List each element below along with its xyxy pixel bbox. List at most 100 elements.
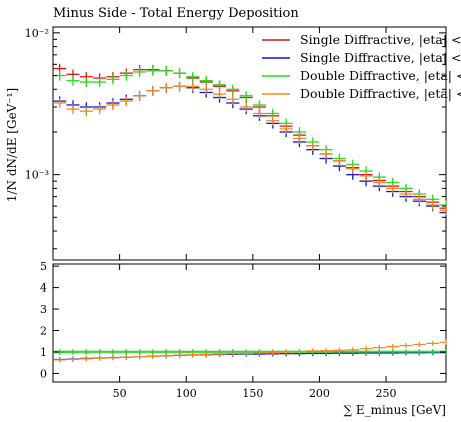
- x-axis-label: ∑ E_minus [GeV]: [343, 403, 446, 417]
- series-4-ratio-point: [106, 355, 120, 361]
- series-2-point: [439, 207, 447, 218]
- series-4-ratio-point: [292, 348, 307, 355]
- series-3-ratio-point: [93, 349, 107, 355]
- series-4-point: [332, 156, 346, 167]
- x-tick-label: 50: [113, 387, 127, 400]
- series-4-point: [173, 81, 187, 92]
- series-4-ratio-point: [93, 355, 107, 361]
- series-4-point: [66, 104, 80, 115]
- legend-label: Single Diffractive, |eta| < 5: [300, 50, 461, 65]
- series-4-ratio-point: [266, 350, 280, 356]
- series-4-point: [199, 84, 213, 95]
- series-3-point: [106, 74, 120, 85]
- series-4-ratio-point: [372, 345, 386, 351]
- series-4-ratio-point: [252, 350, 267, 356]
- chart-title: Minus Side - Total Energy Deposition: [53, 6, 299, 21]
- ratio-plot-marks: [53, 339, 447, 363]
- series-4-ratio-point: [159, 353, 173, 359]
- series-3-point: [239, 91, 253, 101]
- series-3-ratio-point: [66, 349, 80, 355]
- series-4-ratio-point: [146, 353, 160, 360]
- main-plot-marks: [53, 63, 447, 218]
- series-4-ratio-point: [133, 354, 147, 360]
- series-4-point: [133, 91, 147, 101]
- series-4-point: [426, 200, 440, 211]
- ratio-y-tick-label: 3: [40, 303, 47, 316]
- series-4-point: [226, 94, 240, 105]
- series-4-ratio-point: [426, 340, 440, 346]
- series-4-point: [106, 100, 120, 111]
- series-4-point: [186, 81, 200, 92]
- series-3-point: [226, 84, 240, 95]
- series-3-ratio-point: [386, 349, 400, 355]
- series-4-point: [159, 83, 173, 93]
- series-4-point: [292, 133, 307, 144]
- series-4-ratio-point: [412, 341, 426, 348]
- series-4-point: [319, 149, 333, 160]
- series-4-ratio-point: [399, 342, 413, 349]
- series-4-ratio-point: [199, 351, 213, 357]
- series-3-point: [119, 70, 133, 81]
- series-4-point: [399, 189, 413, 200]
- series-4-ratio-point: [212, 351, 227, 357]
- series-3-point: [212, 80, 227, 90]
- series-3-ratio-point: [79, 349, 93, 355]
- series-4-ratio-point: [439, 339, 447, 345]
- series-3-point: [173, 68, 187, 79]
- x-tick-label: 200: [309, 387, 330, 400]
- series-4-point: [372, 177, 386, 188]
- legend-entry-1: Single Diffractive, |eta| < 5: [262, 32, 461, 47]
- series-3-ratio-point: [426, 349, 440, 355]
- ratio-y-tick-label: 0: [40, 367, 47, 380]
- series-4-point: [306, 140, 320, 151]
- ratio-y-tick-label: 1: [40, 346, 47, 359]
- series-4-ratio-point: [332, 347, 346, 353]
- main-y-tick-label: 10⁻²: [25, 27, 49, 40]
- series-4-point: [346, 164, 360, 174]
- series-3-point: [186, 72, 200, 82]
- series-4-ratio-point: [306, 348, 320, 354]
- series-4-ratio-point: [346, 347, 360, 353]
- series-4-point: [359, 171, 373, 182]
- series-4-ratio-point: [53, 357, 67, 363]
- legend-entry-4: Double Diffractive, |eta| < 5: [262, 86, 461, 101]
- series-3-point: [159, 66, 173, 76]
- legend-label: Double Diffractive, |eta| < 5: [300, 68, 461, 83]
- ratio-y-tick-label: 5: [40, 260, 47, 273]
- series-3-point: [199, 75, 213, 86]
- series-4-point: [146, 86, 160, 96]
- series-3-ratio-point: [399, 349, 413, 355]
- series-4-point: [93, 104, 107, 115]
- legend: Single Diffractive, |eta| < 5 Single Diff…: [262, 32, 461, 101]
- legend-entry-2: Single Diffractive, |eta| < 5: [262, 50, 461, 65]
- main-y-tick-label: 10⁻³: [25, 169, 49, 182]
- ratio-y-tick-label: 4: [40, 282, 47, 295]
- series-4-ratio-point: [226, 351, 240, 357]
- series-3-ratio-point: [412, 349, 426, 355]
- series-4-point: [439, 205, 447, 216]
- series-4-ratio-point: [239, 350, 253, 357]
- series-4-point: [386, 183, 400, 194]
- ratio-y-tick-label: 2: [40, 325, 47, 338]
- series-3-ratio-point: [133, 349, 147, 355]
- series-4-point: [212, 89, 227, 100]
- x-tick-label: 150: [242, 387, 263, 400]
- axes-ticks: 50 100 150 200 250 10⁻² 10⁻³ 0 1 2 3 4 5: [25, 27, 446, 400]
- series-3-point: [66, 75, 80, 86]
- series-3-ratio-point: [106, 349, 120, 355]
- series-4-point: [252, 108, 267, 119]
- series-3-ratio-point: [119, 349, 133, 355]
- series-4-point: [279, 124, 293, 135]
- series-4-ratio-point: [279, 349, 293, 355]
- series-4-ratio-point: [79, 356, 93, 362]
- y-axis-label: 1/N dN/dE [GeV⁻¹]: [5, 88, 19, 202]
- x-tick-label: 250: [376, 387, 397, 400]
- series-4-ratio-point: [173, 352, 187, 358]
- series-4-point: [53, 98, 67, 109]
- series-4-ratio-point: [359, 346, 373, 352]
- series-3-point: [93, 77, 107, 88]
- series-4-point: [266, 116, 280, 126]
- series-4-ratio-point: [386, 344, 400, 350]
